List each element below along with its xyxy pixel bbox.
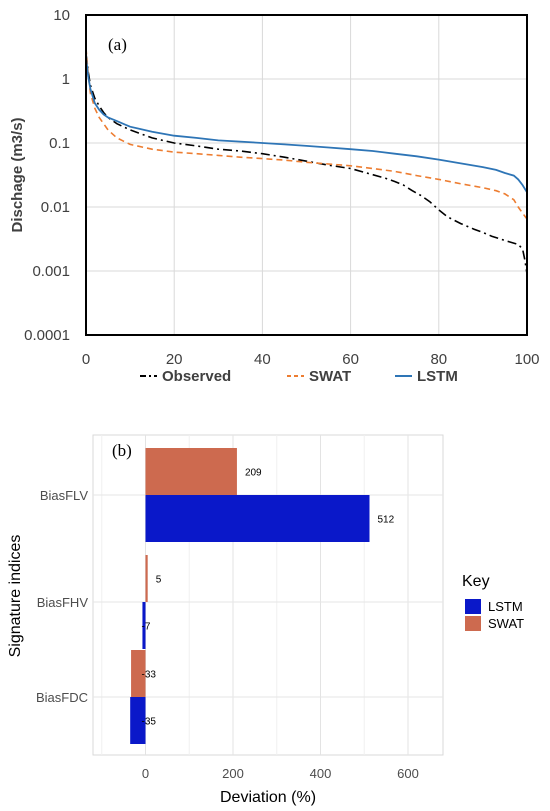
bar-lstm-biasflv [145, 495, 370, 542]
data-label: 512 [378, 515, 395, 526]
x-tick-label: 0 [142, 766, 149, 781]
panel-b-x-axis-title: Deviation (%) [220, 789, 316, 806]
panel-b-y-axis-title: Signature indices [7, 535, 24, 658]
legend-label-swat: SWAT [488, 616, 524, 631]
category-label: BiasFLV [40, 488, 88, 503]
series-line-swat [85, 48, 528, 220]
panel-a-y-ticks: 0.0001 0.001 0.01 0.1 1 10 [24, 7, 70, 344]
data-label: -35 [142, 717, 157, 728]
panel-a-legend: Observed SWAT LSTM [140, 368, 458, 385]
x-tick-label: 80 [430, 351, 447, 368]
legend-swatch-swat [465, 616, 481, 631]
data-label: 209 [245, 468, 262, 479]
y-tick-label: 0.001 [32, 263, 70, 280]
series-line-lstm [85, 56, 528, 193]
y-tick-label: 0.0001 [24, 327, 70, 344]
x-tick-label: 40 [254, 351, 271, 368]
x-tick-label: 100 [514, 351, 539, 368]
panel-b-data-labels: 209 512 5 -7 -33 -35 [142, 468, 395, 728]
data-label: -33 [142, 670, 157, 681]
x-tick-label: 200 [222, 766, 244, 781]
bar-swat-biasfdc [131, 650, 146, 697]
bar-lstm-biasfdc [130, 697, 146, 744]
panel-b-bar-chart: 209 512 5 -7 -33 -35 (b) BiasFLV BiasFHV BiasFD… [7, 434, 524, 806]
panel-b-legend-title: Key [462, 573, 490, 590]
panel-b-x-ticks: 0 200 400 600 [142, 766, 419, 781]
legend-swatch-lstm [465, 599, 481, 614]
y-tick-label: 0.1 [49, 135, 70, 152]
category-label: BiasFDC [36, 690, 88, 705]
bar-swat-biasfhv [145, 555, 148, 602]
bar-swat-biasflv [145, 448, 237, 495]
panel-a-gridlines [86, 15, 527, 335]
data-label: 5 [156, 575, 162, 586]
panel-a-series [85, 48, 528, 275]
panel-a-y-axis-title: Dischage (m3/s) [9, 117, 26, 232]
bar-lstm-biasfhv [142, 602, 146, 649]
x-tick-label: 0 [82, 351, 90, 368]
x-tick-label: 400 [310, 766, 332, 781]
legend-label-observed: Observed [162, 368, 231, 385]
category-label: BiasFHV [37, 595, 89, 610]
data-label: -7 [142, 622, 151, 633]
y-tick-label: 1 [62, 71, 70, 88]
panel-a-line-chart: (a) 0.0001 0.001 0.01 0.1 1 10 0 20 40 60 80 100 D… [9, 7, 540, 385]
legend-label-lstm: LSTM [417, 368, 458, 385]
panel-b-legend: Key LSTM SWAT [462, 573, 524, 631]
legend-label-lstm: LSTM [488, 599, 523, 614]
panel-b-bars [130, 448, 370, 744]
y-tick-label: 0.01 [41, 199, 70, 216]
panel-a-x-ticks: 0 20 40 60 80 100 [82, 351, 540, 368]
x-tick-label: 60 [342, 351, 359, 368]
panel-b-label: (b) [112, 441, 132, 460]
panel-b-category-labels: BiasFLV BiasFHV BiasFDC [36, 488, 88, 705]
y-tick-label: 10 [53, 7, 70, 24]
panel-a-label: (a) [108, 35, 127, 54]
x-tick-label: 600 [397, 766, 419, 781]
legend-label-swat: SWAT [309, 368, 351, 385]
panel-a-plot-frame [85, 14, 528, 336]
x-tick-label: 20 [166, 351, 183, 368]
